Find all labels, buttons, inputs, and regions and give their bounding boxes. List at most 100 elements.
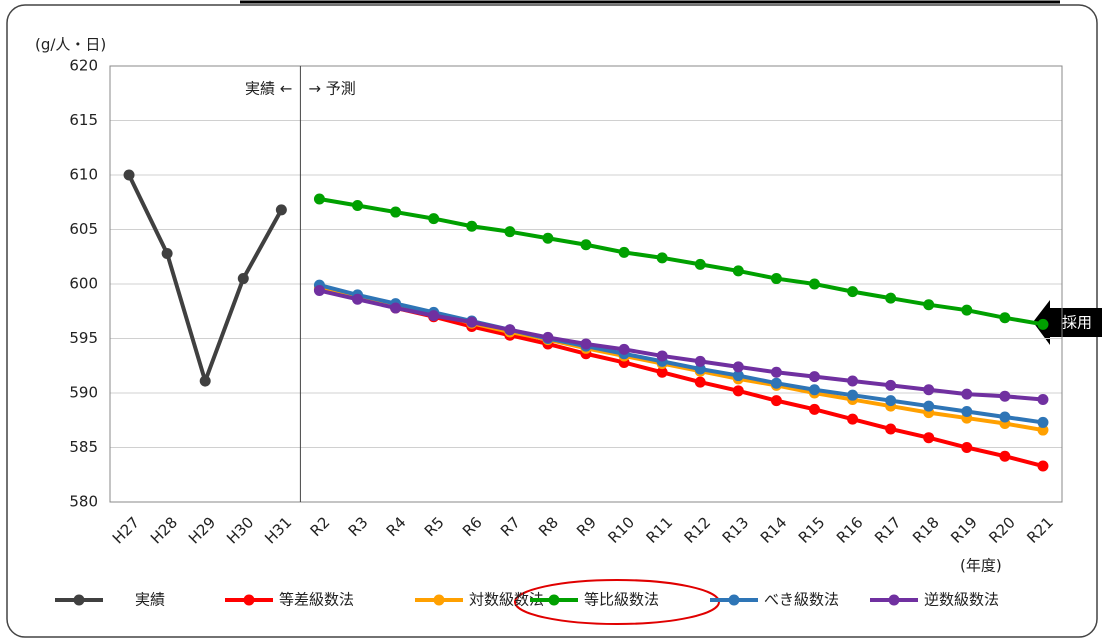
point: [732, 265, 744, 277]
point: [770, 366, 782, 378]
x-tick-label: R7: [497, 513, 524, 540]
series-line: [318, 288, 1044, 402]
point: [961, 406, 973, 418]
x-tick-label: H29: [185, 513, 219, 547]
point: [808, 384, 820, 396]
point: [1037, 394, 1049, 406]
x-tick-label: R9: [573, 513, 600, 540]
point: [199, 375, 211, 387]
x-tick-label: R12: [681, 513, 715, 547]
legend-dot: [888, 594, 900, 606]
y-tick-label: 610: [69, 166, 98, 184]
y-tick-label: 605: [69, 220, 98, 238]
point: [961, 304, 973, 316]
point: [961, 442, 973, 453]
point: [542, 232, 554, 244]
x-tick-label: R10: [604, 513, 638, 547]
point: [466, 316, 478, 328]
x-tick-label: R6: [459, 513, 486, 540]
point: [580, 338, 592, 350]
point: [923, 400, 935, 412]
y-tick-label: 615: [69, 111, 98, 129]
y-tick-label: 590: [69, 384, 98, 402]
point: [732, 361, 744, 373]
x-tick-label: R14: [757, 513, 791, 547]
point: [504, 324, 516, 336]
series-line: [127, 174, 284, 388]
point: [694, 258, 706, 270]
point: [352, 293, 364, 305]
point: [390, 302, 402, 314]
point: [313, 193, 325, 205]
point: [466, 220, 478, 232]
y-unit: (g/人・日): [35, 36, 106, 54]
x-tick-label: H27: [109, 513, 143, 547]
legend-dot: [243, 594, 255, 606]
point: [808, 371, 820, 383]
x-tick-label: R13: [719, 513, 753, 547]
adopted-label: 採用: [1062, 314, 1092, 332]
x-tick-label: R4: [383, 513, 410, 540]
point: [656, 366, 668, 378]
point: [923, 384, 935, 396]
point: [580, 239, 592, 251]
point: [847, 286, 859, 298]
annotation-left: 実績 ←: [245, 80, 292, 98]
point: [694, 355, 706, 367]
point: [618, 343, 630, 355]
adopted-arrow: [1033, 300, 1102, 345]
legend-label: べき級数法: [764, 591, 839, 609]
x-tick-label: R18: [909, 513, 943, 547]
point: [999, 411, 1011, 423]
point: [161, 247, 173, 259]
x-tick-label: H30: [223, 513, 257, 547]
point: [923, 432, 935, 444]
point: [313, 285, 325, 297]
point: [656, 350, 668, 362]
series-line: [318, 283, 1044, 425]
point: [847, 375, 859, 387]
point: [808, 403, 820, 415]
point: [999, 312, 1011, 324]
frame: [6, 4, 1098, 638]
y-tick-label: 585: [69, 438, 98, 456]
x-tick-label: R15: [795, 513, 829, 547]
point: [847, 389, 859, 401]
legend-dot: [548, 594, 560, 606]
point: [123, 169, 135, 181]
point: [237, 273, 249, 285]
point: [961, 388, 973, 400]
x-tick-label: R2: [307, 513, 334, 540]
x-tick-label: R21: [1023, 513, 1057, 547]
point: [732, 370, 744, 382]
legend-dot: [728, 594, 740, 606]
point: [352, 200, 364, 212]
point: [1037, 424, 1049, 436]
y-tick-label: 600: [69, 275, 98, 293]
x-tick-label: H31: [261, 513, 295, 547]
y-tick-label: 580: [69, 493, 98, 511]
point: [504, 226, 516, 238]
legend-label: 対数級数法: [469, 591, 544, 609]
legend-label: 逆数級数法: [924, 591, 999, 609]
point: [770, 377, 782, 389]
y-tick-label: 595: [69, 329, 98, 347]
point: [847, 413, 859, 425]
point: [732, 385, 744, 397]
point: [618, 246, 630, 258]
y-tick-label: 620: [69, 57, 98, 75]
legend-dot: [73, 594, 85, 606]
point: [428, 310, 440, 322]
series-line: [319, 197, 1044, 327]
point: [694, 376, 706, 388]
point: [1037, 318, 1049, 330]
plot-border: [109, 65, 1063, 503]
point: [275, 204, 287, 216]
point: [999, 450, 1011, 462]
point: [656, 252, 668, 264]
point: [770, 273, 782, 285]
legend-label: 等差級数法: [279, 591, 354, 609]
point: [1037, 416, 1049, 428]
x-tick-label: R5: [421, 513, 448, 540]
